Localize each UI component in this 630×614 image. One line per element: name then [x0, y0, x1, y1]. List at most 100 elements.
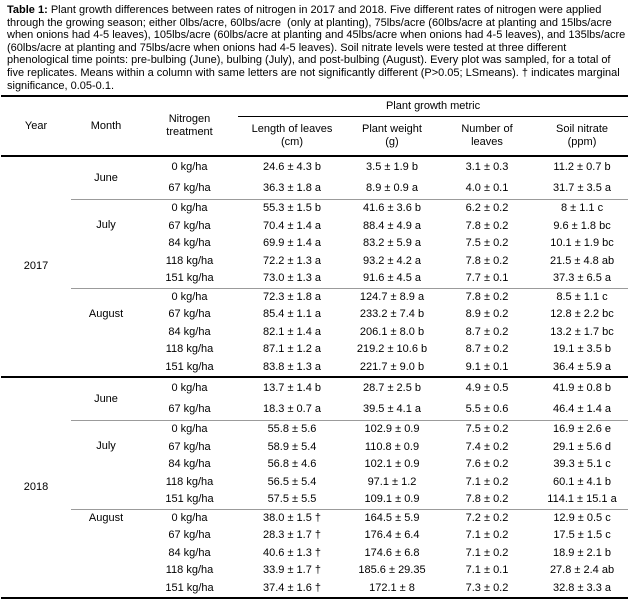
cell-leaves: 7.1 ± 0.2 — [465, 475, 509, 488]
cell-weight: 91.6 ± 4.5 a — [346, 270, 438, 289]
cell-leaves: 8.7 ± 0.2 — [465, 343, 509, 356]
cell-weight: 88.4 ± 4.9 a — [362, 219, 422, 232]
cell-leaves: 7.4 ± 0.2 — [465, 440, 509, 453]
caption-line: (60lbs/acre at planting and 75lbs/acre w… — [7, 41, 567, 54]
cell-leaves: 7.8 ± 0.2 — [465, 254, 509, 267]
table-header: Year Month Nitrogen treatment Plant growt… — [1, 96, 629, 158]
cell-nitrate: 8 ± 1.1 c — [560, 202, 604, 215]
cell-nitrate: 41.9 ± 0.8 b — [553, 382, 612, 395]
table-row: 67 kg/ha 18.3 ± 0.7 a 39.5 ± 4.1 a 5.5 ±… — [1, 399, 629, 422]
cell-leaves: 7.1 ± 0.1 — [465, 564, 509, 577]
col-header-year: Year — [1, 96, 71, 158]
cell-treatment: 67 kg/ha — [168, 219, 211, 232]
table-row: 67 kg/ha 28.3 ± 1.7 † 176.4 ± 6.4 7.1 ± … — [1, 527, 628, 545]
cell-nitrate: 27.8 ± 2.4 ab — [549, 564, 615, 577]
col-header-nitrogen: Nitrogen treatment — [141, 96, 238, 158]
cell-nitrate: 29.1 ± 5.6 d — [553, 440, 612, 453]
cell-treatment: 84 kg/ha — [168, 458, 211, 471]
cell-nitrate: 60.1 ± 4.1 b — [553, 475, 612, 488]
cell-nitrate: 13.2 ± 1.7 bc — [550, 325, 614, 338]
cell-weight: 28.7 ± 2.5 b — [362, 382, 422, 395]
cell-length: 70.4 ± 1.4 a — [262, 219, 322, 232]
table-row: 84 kg/ha 69.9 ± 1.4 a 83.2 ± 5.9 a 7.5 ±… — [1, 235, 628, 253]
col-header-weight: Plant weight (g) — [346, 116, 438, 158]
cell-nitrate: 21.5 ± 4.8 ab — [549, 254, 615, 267]
cell-weight: 185.6 ± 29.35 — [358, 564, 426, 577]
cell-weight: 174.6 ± 6.8 — [364, 546, 420, 559]
cell-leaves: 7.3 ± 0.2 — [465, 581, 509, 594]
cell-treatment: 118 kg/ha — [165, 564, 214, 577]
cell-length: 55.3 ± 1.5 b — [262, 202, 322, 215]
cell-leaves: 7.8 ± 0.2 — [465, 219, 509, 232]
cell-weight: 83.2 ± 5.9 a — [362, 237, 422, 250]
cell-treatment: 0 kg/ha — [171, 423, 208, 436]
col-header-nitrate: Soil nitrate (ppm) — [536, 116, 629, 158]
cell-leaves: 4.0 ± 0.1 — [438, 178, 536, 201]
cell-nitrate: 12.9 ± 0.5 c — [553, 511, 611, 524]
cell-weight: 109.1 ± 0.9 — [346, 491, 438, 510]
cell-treatment: 0 kg/ha — [171, 511, 208, 524]
caption-line: phenological time points: pre-bulbing (J… — [7, 54, 611, 67]
table-row: 67 kg/ha 36.3 ± 1.8 a 8.9 ± 0.9 a 4.0 ± … — [1, 178, 629, 201]
cell-treatment: 151 kg/ha — [141, 491, 238, 510]
cell-treatment: 84 kg/ha — [168, 546, 211, 559]
cell-treatment: 118 kg/ha — [165, 475, 214, 488]
cell-treatment: 0 kg/ha — [171, 382, 208, 395]
cell-weight: 3.5 ± 1.9 b — [366, 161, 418, 174]
cell-month: August — [71, 288, 141, 379]
cell-weight: 102.9 ± 0.9 — [364, 423, 420, 436]
caption-line: five replicates. Means within a column w… — [7, 66, 620, 79]
table-row: 84 kg/ha 82.1 ± 1.4 a 206.1 ± 8.0 b 8.7 … — [1, 324, 628, 342]
cell-length: 87.1 ± 1.2 a — [262, 343, 322, 356]
col-header-length: Length of leaves (cm) — [238, 116, 346, 158]
cell-length: 72.3 ± 1.8 a — [262, 290, 322, 303]
cell-length: 58.9 ± 5.4 — [267, 440, 317, 453]
table-row: 151 kg/ha 37.4 ± 1.6 † 172.1 ± 8 7.3 ± 0… — [1, 580, 628, 599]
table-row: August 0 kg/ha 72.3 ± 1.8 a 124.7 ± 8.9 … — [1, 288, 628, 379]
table-row: 84 kg/ha 40.6 ± 1.3 † 174.6 ± 6.8 7.1 ± … — [1, 545, 628, 563]
caption-line: significance, 0.05-0.1. — [7, 79, 115, 92]
cell-weight: 233.2 ± 7.4 b — [359, 308, 425, 321]
cell-length: 83.8 ± 1.3 a — [238, 358, 346, 379]
cell-nitrate: 31.7 ± 3.5 a — [536, 178, 629, 201]
table-row: 151 kg/ha 73.0 ± 1.3 a 91.6 ± 4.5 a 7.7 … — [1, 270, 629, 289]
table-row: 118 kg/ha 87.1 ± 1.2 a 219.2 ± 10.6 b 8.… — [1, 341, 628, 359]
caption-label: Table 1: — [7, 4, 48, 16]
cell-leaves: 7.8 ± 0.2 — [438, 491, 536, 510]
cell-length: 18.3 ± 0.7 a — [238, 399, 346, 422]
table-row: 67 kg/ha 85.4 ± 1.1 a 233.2 ± 7.4 b 8.9 … — [1, 306, 628, 324]
cell-length: 69.9 ± 1.4 a — [262, 237, 322, 250]
cell-nitrate: 36.4 ± 5.9 a — [536, 358, 629, 379]
cell-leaves: 7.2 ± 0.2 — [465, 511, 509, 524]
cell-nitrate: 37.3 ± 6.5 a — [536, 270, 629, 289]
table-caption: Table 1: Plant growth differences betwee… — [0, 0, 630, 92]
cell-treatment: 118 kg/ha — [165, 343, 214, 356]
cell-treatment: 151 kg/ha — [141, 270, 238, 289]
cell-leaves: 8.9 ± 0.2 — [465, 308, 509, 321]
cell-length: 56.8 ± 4.6 — [267, 458, 317, 471]
cell-nitrate: 9.6 ± 1.8 bc — [553, 219, 611, 232]
cell-weight: 176.4 ± 6.4 — [364, 529, 420, 542]
cell-leaves: 4.9 ± 0.5 — [465, 382, 509, 395]
cell-leaves: 3.1 ± 0.3 — [465, 161, 509, 174]
cell-leaves: 7.6 ± 0.2 — [465, 458, 509, 471]
table-row: 151 kg/ha 83.8 ± 1.3 a 221.7 ± 9.0 b 9.1… — [1, 358, 629, 379]
cell-month: August — [88, 511, 124, 524]
cell-month: July — [71, 420, 141, 510]
cell-treatment: 67 kg/ha — [141, 399, 238, 422]
cell-weight: 164.5 ± 5.9 — [364, 511, 420, 524]
cell-length: 28.3 ± 1.7 † — [262, 529, 322, 542]
cell-weight: 124.7 ± 8.9 a — [359, 290, 425, 303]
cell-month: June — [71, 377, 141, 422]
cell-nitrate: 46.4 ± 1.4 a — [536, 399, 629, 422]
cell-length: 57.5 ± 5.5 — [238, 491, 346, 510]
cell-year: 2018 — [23, 481, 49, 494]
table-row: 67 kg/ha 58.9 ± 5.4 110.8 ± 0.9 7.4 ± 0.… — [1, 439, 628, 457]
cell-leaves: 7.5 ± 0.2 — [465, 423, 509, 436]
caption-line: Table 1: Plant growth differences betwee… — [7, 4, 626, 17]
table-row: 2017 June 0 kg/ha 24.6 ± 4.3 b 3.5 ± 1.9… — [1, 156, 628, 379]
cell-weight: 102.1 ± 0.9 — [364, 458, 420, 471]
cell-leaves: 6.2 ± 0.2 — [465, 202, 509, 215]
cell-weight: 110.8 ± 0.9 — [364, 440, 420, 453]
header-row-spanner: Year Month Nitrogen treatment Plant growt… — [1, 96, 629, 158]
